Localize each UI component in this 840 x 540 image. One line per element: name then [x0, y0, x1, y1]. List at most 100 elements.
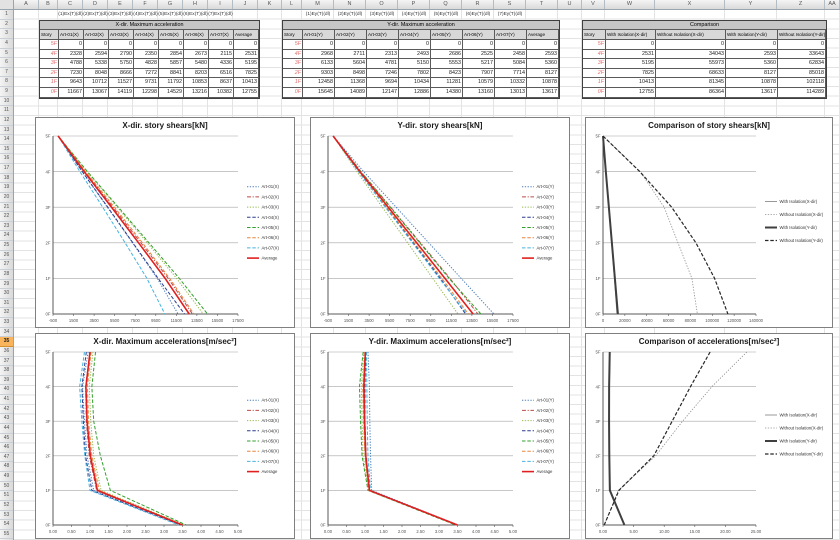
- value-cell[interactable]: 2711: [335, 49, 367, 60]
- story-cell[interactable]: 3F: [583, 59, 606, 69]
- value-cell[interactable]: 10712: [84, 78, 109, 88]
- value-cell[interactable]: 5553: [431, 59, 463, 69]
- col-header-S[interactable]: S: [494, 0, 526, 9]
- value-cell[interactable]: 2594: [84, 49, 109, 60]
- row-header-6[interactable]: 6: [0, 58, 13, 68]
- value-cell[interactable]: 2686: [431, 49, 463, 60]
- value-cell[interactable]: 2115: [209, 49, 234, 60]
- row-header-30[interactable]: 30: [0, 289, 13, 299]
- value-cell[interactable]: 8637: [209, 78, 234, 88]
- row-header-1[interactable]: 1: [0, 10, 13, 20]
- col-header-J[interactable]: J: [233, 0, 258, 9]
- story-cell[interactable]: 5F: [283, 39, 303, 50]
- value-cell[interactable]: 8666: [109, 68, 134, 79]
- value-cell[interactable]: 11792: [159, 78, 184, 88]
- value-cell[interactable]: 0: [134, 39, 159, 50]
- row-header-31[interactable]: 31: [0, 299, 13, 309]
- col-header-X[interactable]: X: [655, 0, 725, 9]
- col-header-AA[interactable]: AA: [825, 0, 840, 9]
- col-header-M[interactable]: M: [302, 0, 334, 9]
- value-cell[interactable]: 0: [209, 39, 234, 50]
- value-cell[interactable]: 0: [527, 39, 559, 50]
- row-header-36[interactable]: 36: [0, 347, 13, 357]
- row-header-23[interactable]: 23: [0, 222, 13, 232]
- story-cell[interactable]: 5F: [40, 39, 59, 50]
- row-header-4[interactable]: 4: [0, 39, 13, 49]
- value-cell[interactable]: 2593: [527, 49, 559, 60]
- row-header-50[interactable]: 50: [0, 482, 13, 492]
- value-cell[interactable]: 0: [656, 39, 726, 50]
- row-header-52[interactable]: 52: [0, 501, 13, 511]
- value-cell[interactable]: 10579: [463, 78, 495, 88]
- story-cell[interactable]: 2F: [40, 68, 59, 79]
- col-header-E[interactable]: E: [108, 0, 133, 9]
- value-cell[interactable]: 81345: [656, 78, 726, 88]
- row-header-48[interactable]: 48: [0, 462, 13, 472]
- row-header-10[interactable]: 10: [0, 97, 13, 107]
- value-cell[interactable]: 2350: [134, 49, 159, 60]
- col-header-C[interactable]: C: [58, 0, 83, 9]
- col-header-K[interactable]: K: [258, 0, 282, 9]
- row-header-15[interactable]: 15: [0, 145, 13, 155]
- value-cell[interactable]: 10332: [495, 78, 527, 88]
- value-cell[interactable]: 4788: [59, 59, 84, 69]
- value-cell[interactable]: 13160: [463, 88, 495, 98]
- row-header-41[interactable]: 41: [0, 395, 13, 405]
- value-cell[interactable]: 34043: [656, 49, 726, 60]
- value-cell[interactable]: 0: [159, 39, 184, 50]
- row-header-28[interactable]: 28: [0, 270, 13, 280]
- row-header-12[interactable]: 12: [0, 116, 13, 126]
- col-header-H[interactable]: H: [183, 0, 208, 9]
- row-header-7[interactable]: 7: [0, 68, 13, 78]
- value-cell[interactable]: 0: [367, 39, 399, 50]
- row-header-25[interactable]: 25: [0, 241, 13, 251]
- value-cell[interactable]: 10434: [399, 78, 431, 88]
- row-header-2[interactable]: 2: [0, 20, 13, 30]
- row-header-20[interactable]: 20: [0, 193, 13, 203]
- value-cell[interactable]: 85018: [778, 68, 826, 79]
- value-cell[interactable]: 68633: [656, 68, 726, 79]
- row-header-16[interactable]: 16: [0, 154, 13, 164]
- value-cell[interactable]: 0: [463, 39, 495, 50]
- row-header-27[interactable]: 27: [0, 260, 13, 270]
- value-cell[interactable]: 2531: [234, 49, 259, 60]
- row-header-35[interactable]: 35: [0, 337, 13, 347]
- row-header-17[interactable]: 17: [0, 164, 13, 174]
- value-cell[interactable]: 12755: [234, 88, 259, 98]
- value-cell[interactable]: 9303: [303, 68, 335, 79]
- row-header-47[interactable]: 47: [0, 453, 13, 463]
- value-cell[interactable]: 0: [431, 39, 463, 50]
- col-header-G[interactable]: G: [158, 0, 183, 9]
- value-cell[interactable]: 10878: [527, 78, 559, 88]
- value-cell[interactable]: 13617: [527, 88, 559, 98]
- value-cell[interactable]: 7246: [367, 68, 399, 79]
- value-cell[interactable]: 12298: [134, 88, 159, 98]
- value-cell[interactable]: 2790: [109, 49, 134, 60]
- story-cell[interactable]: 4F: [283, 49, 303, 60]
- value-cell[interactable]: 10413: [234, 78, 259, 88]
- value-cell[interactable]: 0: [84, 39, 109, 50]
- value-cell[interactable]: 0: [726, 39, 778, 50]
- row-header-34[interactable]: 34: [0, 328, 13, 338]
- value-cell[interactable]: 10878: [726, 78, 778, 88]
- value-cell[interactable]: 8203: [184, 68, 209, 79]
- value-cell[interactable]: 102118: [778, 78, 826, 88]
- row-header-39[interactable]: 39: [0, 376, 13, 386]
- story-cell[interactable]: 1F: [283, 78, 303, 88]
- value-cell[interactable]: 0: [399, 39, 431, 50]
- value-cell[interactable]: 11667: [59, 88, 84, 98]
- value-cell[interactable]: 8127: [726, 68, 778, 79]
- chart-comparison-shears[interactable]: Comparison of story shears[kN] 5F 4F 3F 2F 1F…: [585, 117, 833, 328]
- story-cell[interactable]: 0F: [283, 88, 303, 98]
- value-cell[interactable]: 13067: [84, 88, 109, 98]
- row-header-5[interactable]: 5: [0, 49, 13, 59]
- value-cell[interactable]: 0: [184, 39, 209, 50]
- story-cell[interactable]: 3F: [283, 59, 303, 69]
- value-cell[interactable]: 7907: [463, 68, 495, 79]
- col-header-O[interactable]: O: [366, 0, 398, 9]
- story-cell[interactable]: 3F: [40, 59, 59, 69]
- col-header-Y[interactable]: Y: [725, 0, 777, 9]
- row-header-3[interactable]: 3: [0, 29, 13, 39]
- story-cell[interactable]: 0F: [583, 88, 606, 98]
- value-cell[interactable]: 0: [303, 39, 335, 50]
